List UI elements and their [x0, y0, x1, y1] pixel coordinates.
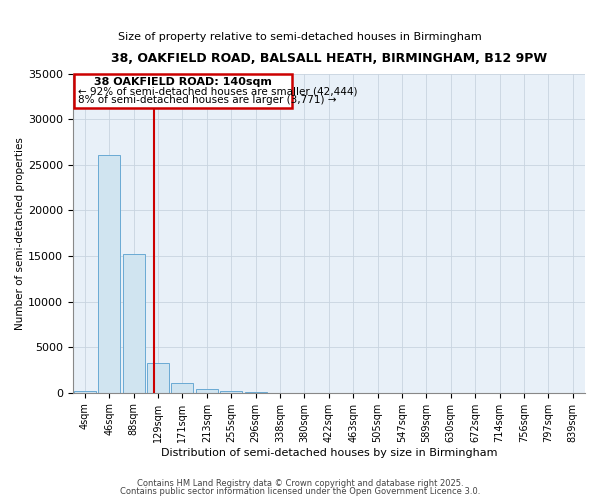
Text: ← 92% of semi-detached houses are smaller (42,444): ← 92% of semi-detached houses are smalle… [77, 86, 357, 97]
Bar [98, 155, 120, 392]
Bar [172, 382, 193, 392]
X-axis label: Distribution of semi-detached houses by size in Birmingham: Distribution of semi-detached houses by … [161, 448, 497, 458]
Text: 38 OAKFIELD ROAD: 140sqm: 38 OAKFIELD ROAD: 140sqm [94, 78, 272, 88]
Bar [122, 254, 145, 392]
Bar [220, 391, 242, 392]
Text: Contains public sector information licensed under the Open Government Licence 3.: Contains public sector information licen… [120, 487, 480, 496]
Bar [147, 362, 169, 392]
Y-axis label: Number of semi-detached properties: Number of semi-detached properties [15, 136, 25, 330]
FancyBboxPatch shape [74, 74, 292, 108]
Bar [196, 389, 218, 392]
Text: Contains HM Land Registry data © Crown copyright and database right 2025.: Contains HM Land Registry data © Crown c… [137, 478, 463, 488]
Text: Size of property relative to semi-detached houses in Birmingham: Size of property relative to semi-detach… [118, 32, 482, 42]
Title: 38, OAKFIELD ROAD, BALSALL HEATH, BIRMINGHAM, B12 9PW: 38, OAKFIELD ROAD, BALSALL HEATH, BIRMIN… [111, 52, 547, 66]
Bar [74, 391, 96, 392]
Text: 8% of semi-detached houses are larger (3,771) →: 8% of semi-detached houses are larger (3… [77, 96, 336, 106]
